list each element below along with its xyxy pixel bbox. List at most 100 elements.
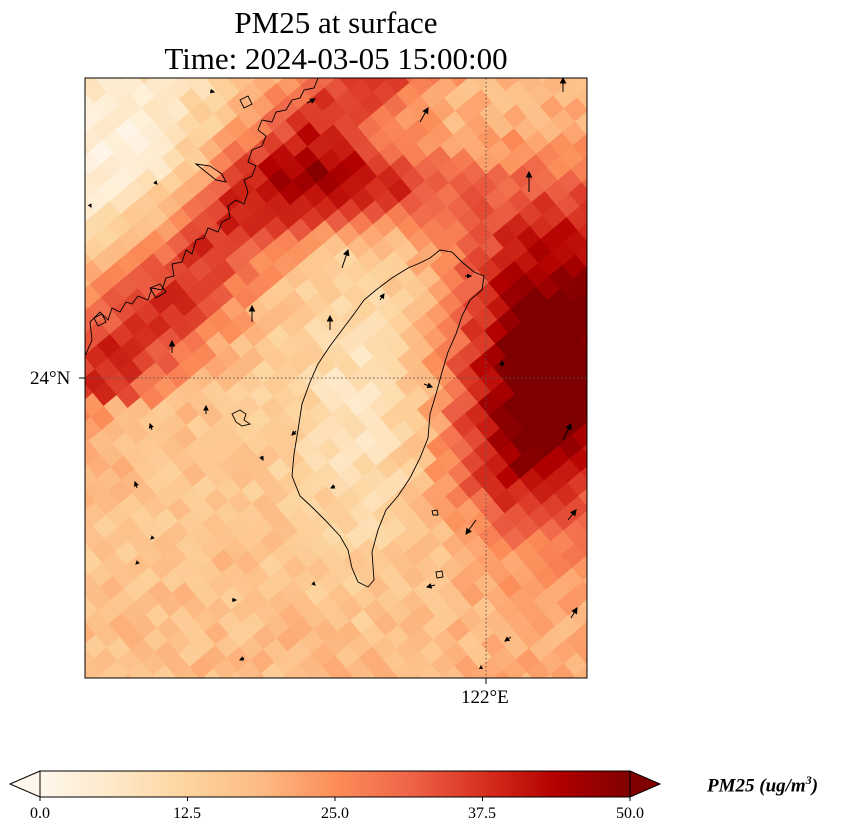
- pm25-cell: [122, 46, 147, 71]
- gridlines: [85, 78, 587, 678]
- pm25-field: [48, 43, 624, 700]
- wind-vector-head: [467, 273, 473, 279]
- pm25-cell: [303, 50, 328, 75]
- pm25-cell: [259, 686, 284, 700]
- wind-vector-head: [309, 98, 317, 104]
- pm25-cell: [591, 473, 616, 498]
- wind-vectors: [87, 78, 578, 669]
- colorbar-tick: 50.0: [616, 805, 644, 822]
- colorbar-extend-max: [629, 770, 662, 798]
- pm25-cell: [583, 146, 587, 173]
- pm25-cell: [388, 45, 413, 70]
- pm25-cell: [572, 133, 587, 160]
- pm25-cell: [584, 279, 587, 305]
- wind-vector-head: [425, 583, 433, 589]
- pm25-cell: [56, 523, 81, 548]
- pm25-cell: [55, 125, 80, 150]
- colorbar-gradient: [39, 770, 631, 798]
- wind-vector-head: [210, 88, 216, 94]
- pm25-cell: [594, 449, 619, 474]
- wind-vector-head: [565, 422, 572, 431]
- wind-vector-head: [87, 203, 92, 209]
- pm25-cell: [411, 47, 436, 72]
- wind-vector-head: [148, 422, 154, 429]
- pm25-cell: [570, 157, 587, 184]
- pm25-cell: [170, 50, 195, 75]
- pm25-cell: [85, 342, 86, 368]
- pm25-cell: [574, 664, 587, 678]
- wind-vector-head: [329, 484, 336, 489]
- pm25-cell: [416, 687, 441, 700]
- wind-vector-head: [311, 581, 316, 586]
- pm25-cell: [211, 681, 236, 700]
- pm25-cell: [49, 329, 74, 354]
- pm25-cell: [590, 630, 615, 655]
- coastal-island: [239, 95, 253, 109]
- pm25-cell: [85, 451, 88, 477]
- pm25-cell: [525, 685, 550, 700]
- colorbar-tick: 37.5: [468, 805, 496, 822]
- wind-vector-head: [571, 607, 578, 615]
- coastal-island: [149, 283, 167, 299]
- pm25-cell: [85, 318, 88, 344]
- pm25-cell: [54, 414, 79, 439]
- pm25-cell: [575, 375, 587, 401]
- wind-vector-head: [203, 404, 209, 411]
- pm25-cell: [585, 677, 587, 678]
- pm25-cell: [597, 136, 622, 161]
- pm25-cell: [59, 632, 84, 657]
- wind-vector-head: [150, 535, 155, 540]
- pm25-cell: [577, 351, 587, 377]
- pm25-cell: [568, 49, 593, 74]
- pm25-cell: [56, 390, 81, 415]
- pm25-cell: [163, 677, 189, 678]
- pm25-cell: [593, 317, 618, 342]
- pm25-cell: [59, 77, 84, 102]
- pm25-cell: [58, 499, 83, 524]
- wind-vector-head: [239, 656, 245, 661]
- pm25-cell: [576, 640, 587, 667]
- pm25-cell: [586, 388, 587, 414]
- map-title: PM25 at surface: [234, 5, 438, 40]
- mainland-coastline: [85, 78, 319, 357]
- pm25-cell: [599, 112, 624, 137]
- pm25-cell: [57, 233, 82, 258]
- pm25-cell: [579, 78, 587, 88]
- pm25-cell: [48, 64, 73, 89]
- pm25-cell: [597, 269, 622, 294]
- wind-vector-head: [232, 597, 238, 603]
- wind-vector-head: [379, 293, 385, 300]
- pm25-cell: [368, 683, 393, 700]
- wind-vector-head: [478, 664, 484, 669]
- wind-vector-head: [259, 455, 264, 462]
- pm25-cell: [327, 52, 352, 77]
- pm25-cell: [364, 43, 389, 68]
- wind-vector-head: [133, 480, 139, 487]
- pm25-cell: [569, 314, 587, 340]
- pm25-cell: [579, 194, 587, 221]
- pm25-cell: [584, 412, 587, 438]
- pm25-cell: [139, 675, 165, 678]
- wind-vector-head: [559, 78, 567, 84]
- wind-vector-head: [291, 430, 297, 436]
- pm25-cell: [483, 78, 509, 79]
- pm25-cell: [574, 109, 587, 136]
- pm25-cell: [520, 45, 545, 70]
- pm25-cell: [596, 425, 621, 450]
- pm25-cell: [593, 184, 618, 209]
- pm25-cell: [561, 675, 587, 678]
- pm25-cell: [85, 78, 111, 81]
- pm25-cell: [55, 257, 80, 282]
- pm25-cell: [51, 173, 76, 198]
- pm25-cell: [53, 149, 78, 174]
- pm25-cell: [577, 85, 587, 112]
- pm25-cell: [350, 78, 376, 80]
- pm25-cell: [48, 196, 73, 221]
- pm25-cell: [392, 685, 417, 700]
- pm25-cell: [568, 181, 587, 208]
- pm25-cell: [50, 595, 75, 620]
- coastal-island: [194, 163, 227, 183]
- penghu-islands: [231, 409, 252, 427]
- pm25-cell: [592, 51, 617, 76]
- pm25-cell: [569, 447, 587, 473]
